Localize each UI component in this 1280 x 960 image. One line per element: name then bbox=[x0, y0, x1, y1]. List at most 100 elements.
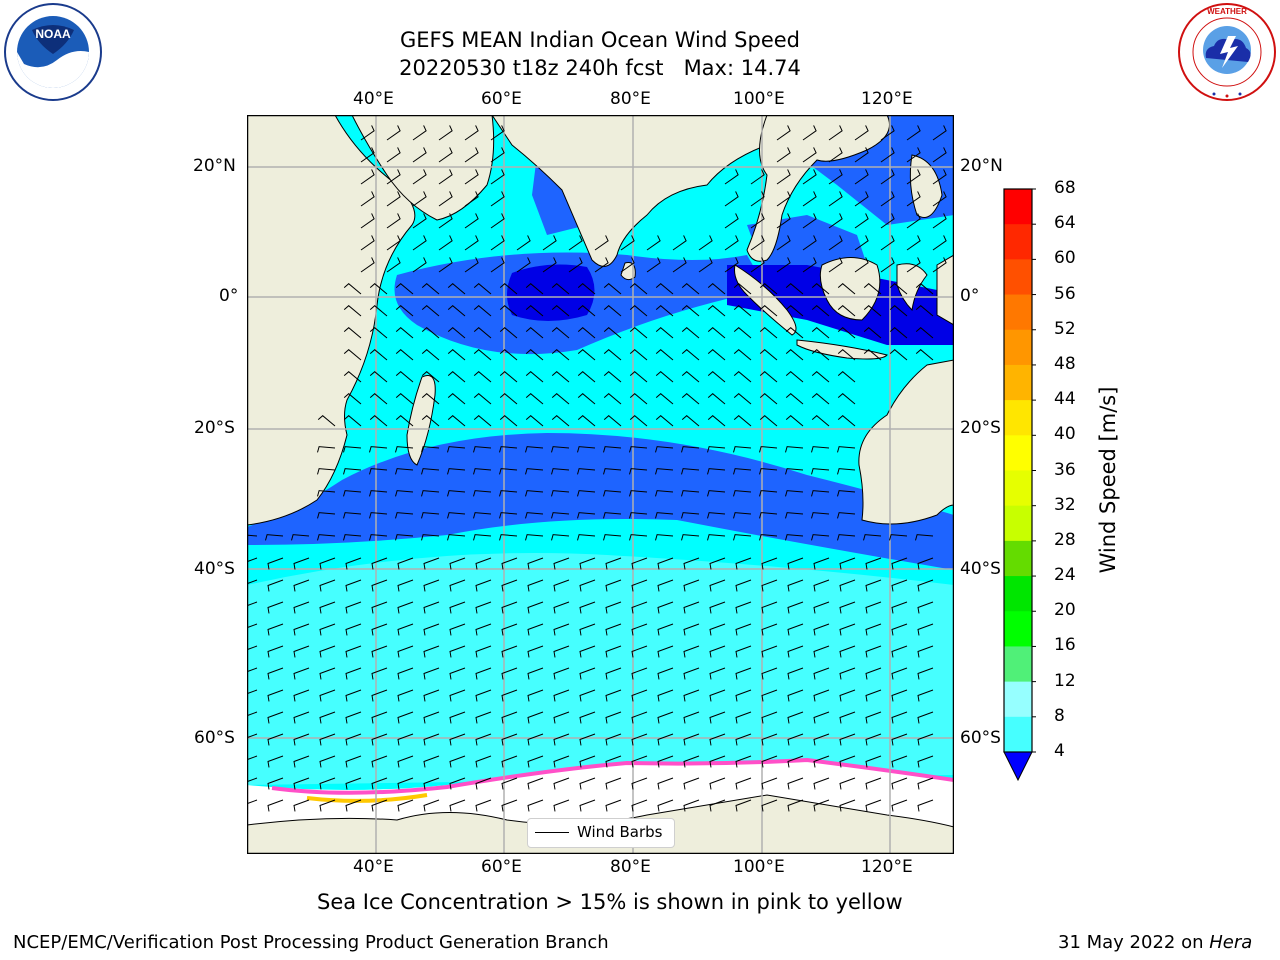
wind-barb bbox=[345, 557, 362, 570]
colorbar-tick-label: 16 bbox=[1054, 635, 1076, 656]
wind-barb bbox=[759, 468, 778, 475]
wind-barb bbox=[683, 799, 700, 812]
wind-barb bbox=[631, 557, 648, 570]
wind-barb bbox=[397, 711, 414, 724]
wind-barb bbox=[371, 579, 388, 592]
wind-barb bbox=[475, 623, 492, 636]
wind-barb bbox=[438, 191, 453, 207]
wind-barb bbox=[657, 557, 674, 570]
wind-barb bbox=[464, 257, 479, 273]
wind-barb bbox=[603, 371, 622, 383]
wind-barb bbox=[577, 512, 596, 519]
colorbar-tick-label: 52 bbox=[1054, 318, 1076, 339]
wind-barb bbox=[603, 349, 622, 361]
colorbar-label-text: Wind Speed [m/s] bbox=[1096, 386, 1120, 574]
wind-barb bbox=[787, 557, 804, 570]
wind-barb bbox=[917, 645, 934, 658]
wind-barb bbox=[499, 415, 518, 427]
wind-barb bbox=[553, 557, 570, 570]
wind-barb bbox=[681, 371, 700, 383]
wind-barb bbox=[360, 235, 375, 251]
wind-barb bbox=[579, 799, 596, 812]
colorbar-tick-label: 56 bbox=[1054, 283, 1076, 304]
wind-barb bbox=[449, 601, 466, 614]
wind-barb bbox=[490, 213, 505, 229]
right-tick-40s: 40°S bbox=[960, 559, 1001, 579]
wind-barb bbox=[464, 191, 479, 207]
newguinea-land bbox=[936, 254, 954, 326]
wind-barb bbox=[891, 689, 908, 702]
wind-barb bbox=[646, 257, 661, 273]
wind-barb bbox=[917, 777, 934, 790]
wind-barb bbox=[707, 534, 726, 541]
wind-barb bbox=[553, 601, 570, 614]
wind-barb bbox=[577, 446, 596, 453]
wind-barb bbox=[683, 733, 700, 746]
wind-barb bbox=[813, 711, 830, 724]
wind-barb bbox=[605, 557, 622, 570]
wind-barb bbox=[397, 557, 414, 570]
wind-barb bbox=[683, 557, 700, 570]
wind-barb bbox=[889, 349, 908, 361]
wind-barb bbox=[395, 305, 414, 317]
wind-barb bbox=[499, 283, 518, 295]
wind-barb bbox=[369, 327, 388, 339]
wind-barb bbox=[345, 733, 362, 746]
colorbar-tick-label: 68 bbox=[1054, 178, 1076, 198]
wind-barb bbox=[412, 191, 427, 207]
wind-barb bbox=[811, 490, 830, 497]
wind-barb bbox=[267, 601, 284, 614]
indochina-land bbox=[746, 115, 890, 262]
wind-barb bbox=[906, 191, 921, 207]
wind-barb bbox=[267, 623, 284, 636]
wind-barb bbox=[681, 490, 700, 497]
wind-barb bbox=[735, 689, 752, 702]
wind-barb bbox=[811, 534, 830, 541]
wind-barb bbox=[553, 689, 570, 702]
wind-barb bbox=[854, 257, 869, 273]
wind-barb bbox=[811, 468, 830, 475]
wind-barb bbox=[811, 512, 830, 519]
wind-barb bbox=[449, 645, 466, 658]
wind-barb bbox=[761, 667, 778, 680]
wind-barb bbox=[811, 415, 830, 427]
nws-logo-icon: WEATHER bbox=[1178, 3, 1276, 101]
wind-barb bbox=[525, 283, 544, 295]
wind-barb bbox=[475, 733, 492, 746]
wind-barb bbox=[542, 257, 557, 273]
bottom-tick-60e: 60°E bbox=[481, 857, 522, 877]
wind-barb bbox=[839, 689, 856, 702]
colorbar-tick-label: 28 bbox=[1054, 529, 1076, 550]
wind-barb bbox=[579, 623, 596, 636]
map-subtitle: 20220530 t18z 240h fcst Max: 14.74 bbox=[399, 56, 801, 80]
wind-barb bbox=[449, 557, 466, 570]
wind-barb bbox=[629, 415, 648, 427]
wind-barb bbox=[319, 733, 336, 746]
wind-barb bbox=[865, 777, 882, 790]
wind-barb bbox=[527, 623, 544, 636]
wind-barb bbox=[551, 283, 570, 295]
wind-barb bbox=[395, 490, 414, 497]
wind-barb bbox=[603, 283, 622, 295]
wind-barb bbox=[880, 257, 895, 273]
wind-barb bbox=[473, 415, 492, 427]
wind-barb bbox=[464, 125, 479, 141]
colorbar-tick-label: 60 bbox=[1054, 248, 1076, 269]
wind-barb bbox=[490, 125, 505, 141]
wind-barb bbox=[371, 733, 388, 746]
wind-barb bbox=[733, 512, 752, 519]
wind-barb bbox=[917, 799, 934, 812]
wind-barb bbox=[501, 711, 518, 724]
wind-barb bbox=[785, 512, 804, 519]
wind-barb bbox=[553, 755, 570, 768]
wind-barb bbox=[395, 415, 414, 427]
wind-barb bbox=[449, 777, 466, 790]
wind-barb bbox=[475, 711, 492, 724]
wind-barb bbox=[733, 415, 752, 427]
wind-barb bbox=[811, 283, 830, 295]
wind-barb bbox=[811, 446, 830, 453]
wind-barb bbox=[629, 446, 648, 453]
wind-barb bbox=[880, 191, 895, 207]
wind-barb bbox=[317, 512, 336, 519]
wind-barb bbox=[605, 777, 622, 790]
